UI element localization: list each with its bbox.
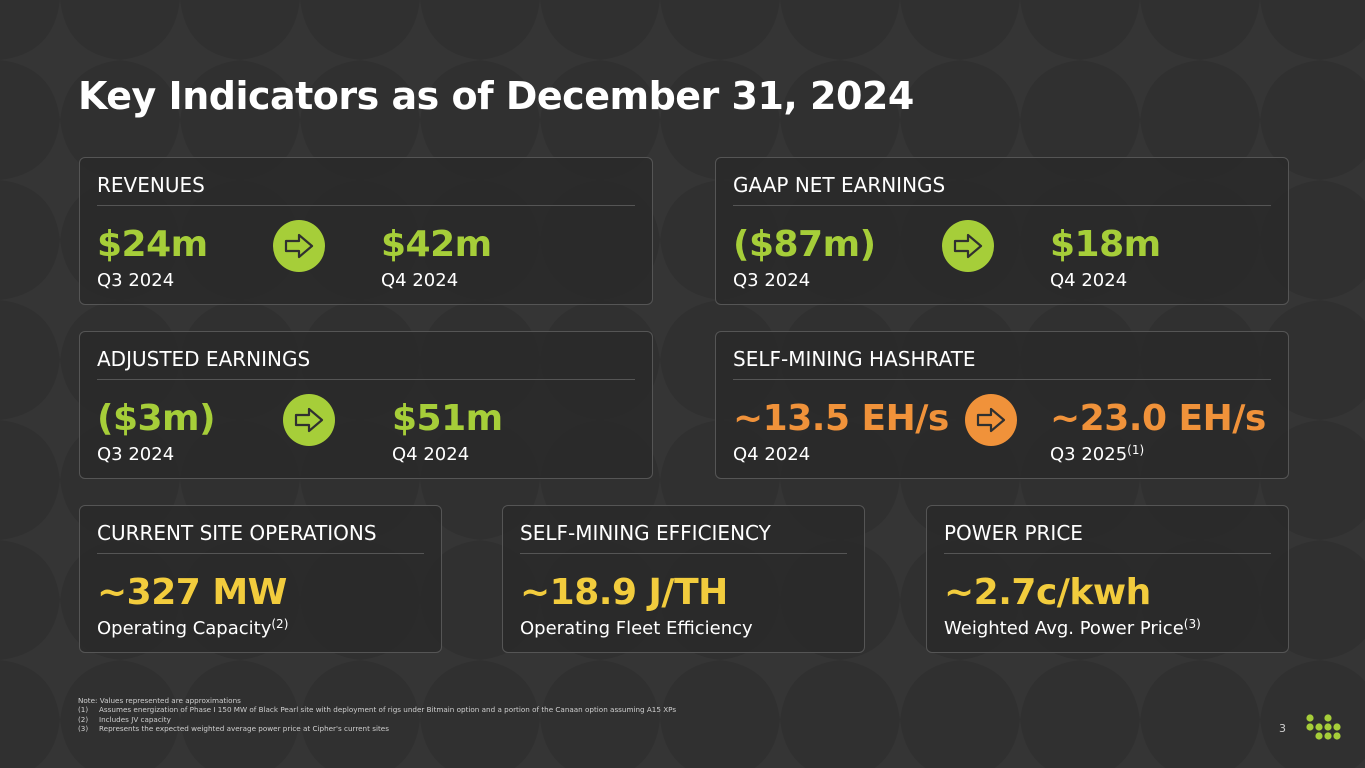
adjusted-q4-value: $51m — [392, 398, 503, 439]
arrow-right-icon — [942, 220, 994, 272]
revenues-q3-period: Q3 2024 — [97, 270, 175, 291]
arrow-right-icon — [283, 394, 335, 446]
caption-text: Weighted Avg. Power Price — [944, 618, 1184, 639]
adjusted-q4-period: Q4 2024 — [392, 444, 470, 465]
arrow-right-icon — [273, 220, 325, 272]
site-ops-label: CURRENT SITE OPERATIONS — [97, 521, 377, 545]
page-title: Key Indicators as of December 31, 2024 — [78, 74, 914, 118]
power-label: POWER PRICE — [944, 521, 1083, 545]
revenues-q4-value: $42m — [381, 224, 492, 265]
power-value: ~2.7c/kwh — [944, 572, 1151, 613]
gaap-net-earnings-card: GAAP NET EARNINGS ($87m) Q3 2024 $18m Q4… — [715, 157, 1289, 305]
gaap-q4-period: Q4 2024 — [1050, 270, 1128, 291]
footnote-text: Assumes energization of Phase I 150 MW o… — [99, 705, 677, 715]
current-site-operations-card: CURRENT SITE OPERATIONS ~327 MW Operatin… — [79, 505, 442, 653]
arrow-right-icon — [965, 394, 1017, 446]
gaap-q3-period: Q3 2024 — [733, 270, 811, 291]
footnote-item: (1) Assumes energization of Phase I 150 M… — [78, 705, 676, 714]
footnote-number: (3) — [78, 724, 89, 734]
footnote-number: (1) — [78, 705, 89, 715]
period-text: Q3 2025 — [1050, 444, 1128, 465]
revenues-q3-value: $24m — [97, 224, 208, 265]
gaap-q4-value: $18m — [1050, 224, 1161, 265]
divider — [733, 205, 1271, 206]
divider — [97, 205, 635, 206]
footnotes: Note: Values represented are approximati… — [78, 696, 676, 733]
hashrate-label: SELF-MINING HASHRATE — [733, 347, 976, 371]
power-price-card: POWER PRICE ~2.7c/kwh Weighted Avg. Powe… — [926, 505, 1289, 653]
adjusted-q3-period: Q3 2024 — [97, 444, 175, 465]
footnote-item: (3) Represents the expected weighted aver… — [78, 724, 676, 733]
footnote-item: (2) Includes JV capacity — [78, 715, 676, 724]
hashrate-q3-2025-value: ~23.0 EH/s — [1050, 398, 1266, 439]
adjusted-label: ADJUSTED EARNINGS — [97, 347, 311, 371]
hashrate-q4-value: ~13.5 EH/s — [733, 398, 949, 439]
footnote-ref: (2) — [271, 617, 289, 631]
divider — [733, 379, 1271, 380]
divider — [97, 553, 424, 554]
efficiency-label: SELF-MINING EFFICIENCY — [520, 521, 771, 545]
footnote-text: Represents the expected weighted average… — [99, 724, 389, 734]
adjusted-earnings-card: ADJUSTED EARNINGS ($3m) Q3 2024 $51m Q4 … — [79, 331, 653, 479]
divider — [97, 379, 635, 380]
gaap-q3-value: ($87m) — [733, 224, 876, 265]
self-mining-efficiency-card: SELF-MINING EFFICIENCY ~18.9 J/TH Operat… — [502, 505, 865, 653]
power-caption: Weighted Avg. Power Price(3) — [944, 617, 1201, 639]
company-logo-icon — [1306, 714, 1341, 740]
revenues-label: REVENUES — [97, 173, 205, 197]
self-mining-hashrate-card: SELF-MINING HASHRATE ~13.5 EH/s Q4 2024 … — [715, 331, 1289, 479]
footnote-heading: Note: Values represented are approximati… — [78, 696, 241, 705]
caption-text: Operating Capacity — [97, 618, 272, 639]
site-ops-value: ~327 MW — [97, 572, 287, 613]
footnote-ref: (3) — [1183, 617, 1201, 631]
efficiency-value: ~18.9 J/TH — [520, 572, 728, 613]
footnote-number: (2) — [78, 714, 89, 724]
revenues-card: REVENUES $24m Q3 2024 $42m Q4 2024 — [79, 157, 653, 305]
gaap-label: GAAP NET EARNINGS — [733, 173, 946, 197]
page-number: 3 — [1279, 722, 1286, 735]
divider — [944, 553, 1271, 554]
revenues-q4-period: Q4 2024 — [381, 270, 459, 291]
efficiency-caption: Operating Fleet Efficiency — [520, 618, 753, 639]
footnote-text: Includes JV capacity — [99, 714, 171, 724]
adjusted-q3-value: ($3m) — [97, 398, 216, 439]
hashrate-q3-2025-period: Q3 2025(1) — [1050, 443, 1145, 465]
site-ops-caption: Operating Capacity(2) — [97, 617, 289, 639]
hashrate-q4-period: Q4 2024 — [733, 444, 811, 465]
divider — [520, 553, 847, 554]
footnote-ref: (1) — [1127, 443, 1145, 457]
